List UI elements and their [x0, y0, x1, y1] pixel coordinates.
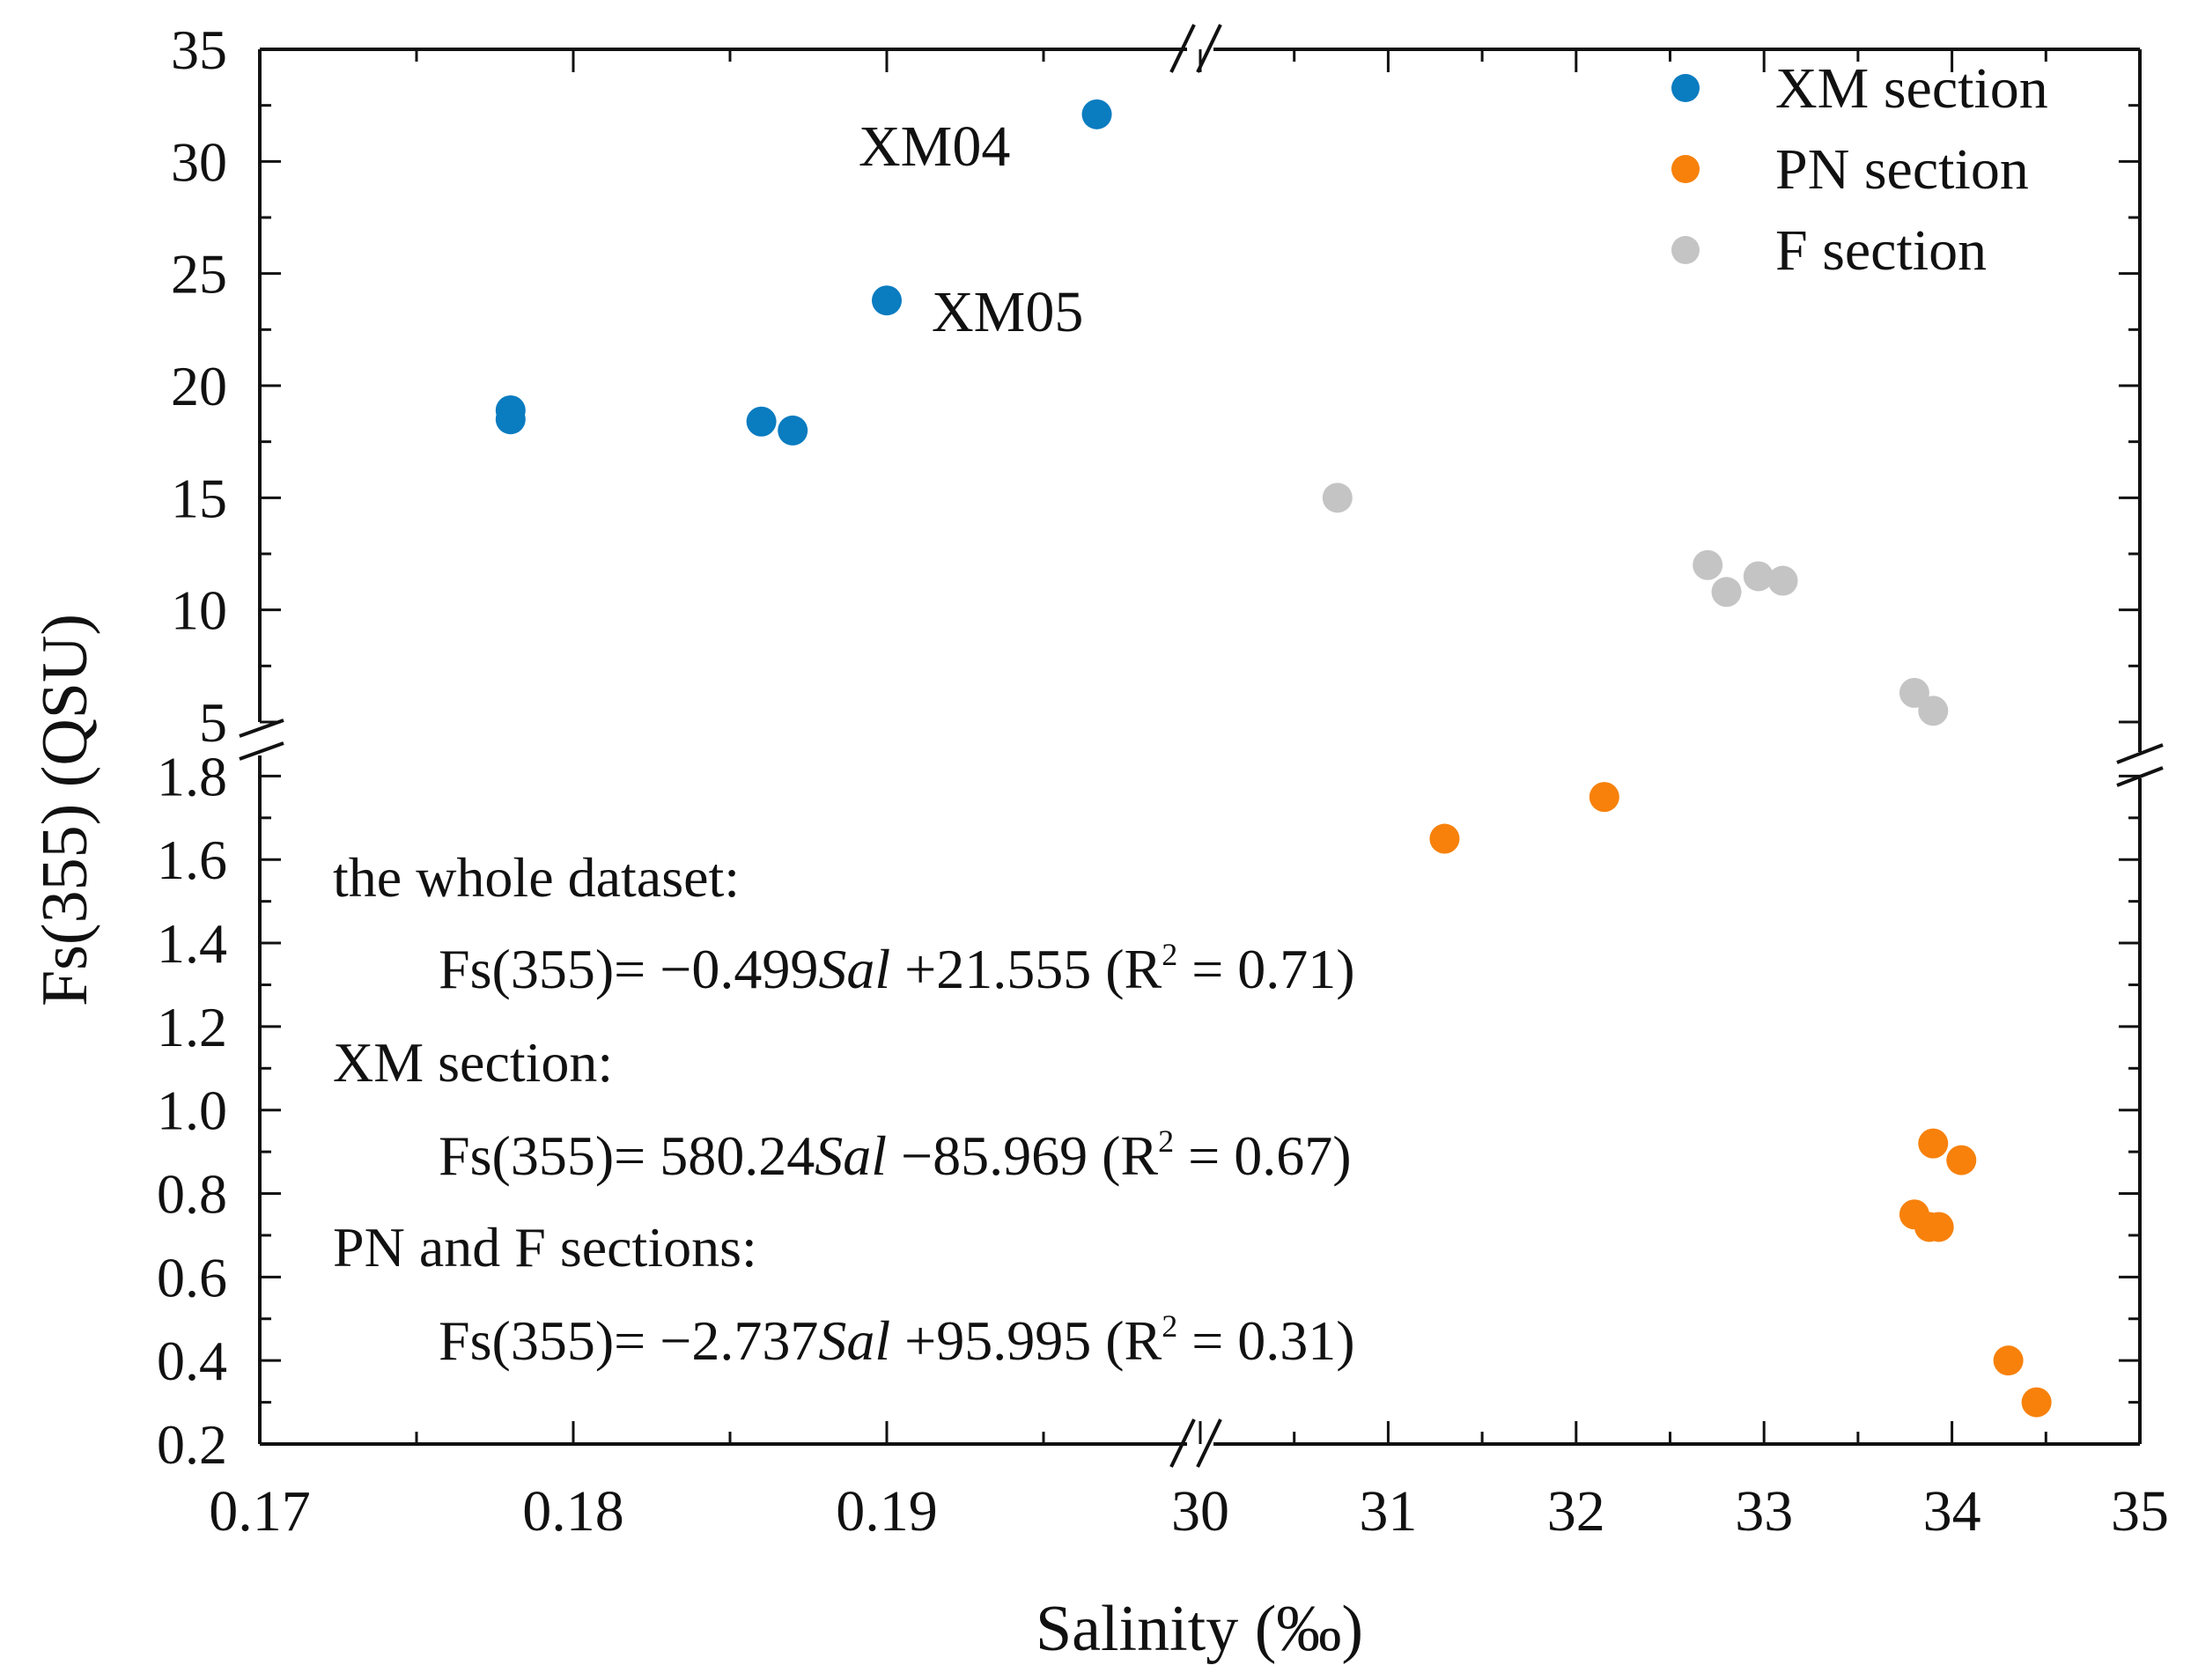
y-tick-label: 20 — [171, 355, 227, 417]
break-mark-right-1 — [2116, 743, 2164, 764]
point-pn-section — [1918, 1128, 1949, 1159]
y-tick-label: 1.2 — [157, 996, 227, 1058]
point-xm-section — [778, 415, 808, 446]
y-tick-label: 0.2 — [157, 1413, 227, 1476]
break-mark-bottom-2 — [1196, 1418, 1222, 1468]
x-axis-label: Salinity (‰) — [1036, 1593, 1363, 1665]
y-tick-label: 25 — [171, 243, 227, 306]
point-xm-section — [1081, 99, 1112, 129]
legend-marker-pn-section — [1671, 155, 1700, 183]
legend: XM section PN section F section — [1671, 56, 2048, 283]
x-tick-label: 0.17 — [209, 1479, 311, 1544]
y-tick-label: 30 — [171, 130, 227, 193]
y-tick-label: 1.0 — [157, 1079, 227, 1142]
axis-ticks — [258, 48, 2142, 1446]
point-pn-section — [1946, 1145, 1977, 1175]
x-tick-label: 34 — [1923, 1479, 1981, 1544]
point-pn-section — [1993, 1345, 2024, 1376]
data-points — [495, 99, 2052, 1418]
eq-xm-rest: −85.969 (R — [887, 1124, 1158, 1187]
x-tick-label: 0.19 — [836, 1479, 938, 1544]
break-mark-top-1 — [1169, 24, 1196, 73]
y-tick-label: 0.8 — [157, 1163, 227, 1226]
eq-pnf-sup: 2 — [1162, 1308, 1177, 1344]
y-tick-label: 1.4 — [157, 912, 227, 975]
eq-whole-var: Sal — [818, 938, 890, 1000]
eq-pnf-var: Sal — [818, 1309, 890, 1372]
point-f-section — [1899, 677, 1929, 708]
x-tick-label: 30 — [1171, 1479, 1229, 1544]
eq-xm-lhs: Fs(355)= — [439, 1124, 660, 1187]
legend-label-xm-section: XM section — [1775, 56, 2048, 121]
eq-xm-sup: 2 — [1158, 1124, 1174, 1159]
regression-equations: the whole dataset: Fs(355)= −0.499Sal +2… — [333, 846, 1355, 1372]
point-f-section — [1322, 483, 1353, 513]
point-pn-section — [2021, 1387, 2052, 1418]
y-tick-label: 1.6 — [157, 829, 227, 891]
point-xm-section — [746, 406, 777, 437]
point-f-section — [1693, 549, 1723, 580]
x-tick-label: 0.18 — [522, 1479, 624, 1544]
eq-xm-var: Sal — [815, 1124, 887, 1187]
eq-xm: Fs(355)= 580.24Sal −85.969 (R2 = 0.67) — [439, 1124, 1352, 1187]
y-tick-label: 0.4 — [157, 1330, 227, 1392]
point-pn-section — [1923, 1212, 1954, 1242]
break-mark-left-2 — [239, 741, 284, 761]
y-axis-label: Fs(355) (QSU) — [29, 614, 101, 1006]
eq-whole-end: = 0.71) — [1177, 938, 1354, 1000]
eq-pnf-title: PN and F sections: — [333, 1216, 757, 1278]
y-tick-label: 5 — [199, 691, 227, 754]
point-f-section — [1743, 561, 1774, 592]
x-tick-label: 33 — [1735, 1479, 1793, 1544]
y-tick-label: 1.8 — [157, 745, 227, 807]
legend-label-f-section: F section — [1775, 218, 1987, 283]
y-tick-label: 10 — [171, 579, 227, 642]
eq-pnf-rest: +95.995 (R — [890, 1309, 1162, 1372]
eq-pnf-coef: −2.737 — [660, 1309, 818, 1372]
point-xm-section — [495, 404, 526, 435]
eq-pnf-end: = 0.31) — [1177, 1309, 1354, 1372]
legend-marker-xm-section — [1671, 74, 1700, 102]
point-pn-section — [1589, 782, 1619, 813]
annotation-xm05: XM05 — [932, 280, 1083, 344]
tick-labels: 0.17 0.18 0.19 30 31 32 33 34 35 5 10 15 20 25 30 35 0.2… — [157, 18, 2169, 1544]
eq-whole: Fs(355)= −0.499Sal +21.555 (R2 = 0.71) — [439, 937, 1355, 1000]
point-f-section — [1918, 696, 1949, 726]
y-tick-label: 35 — [171, 18, 227, 81]
x-tick-label: 32 — [1547, 1479, 1605, 1544]
eq-pnf-lhs: Fs(355)= — [439, 1309, 660, 1372]
eq-pnf: Fs(355)= −2.737Sal +95.995 (R2 = 0.31) — [439, 1308, 1355, 1372]
eq-xm-end: = 0.67) — [1174, 1124, 1351, 1187]
eq-whole-coef: −0.499 — [660, 938, 818, 1000]
x-tick-label: 31 — [1359, 1479, 1417, 1544]
annotation-xm04: XM04 — [859, 114, 1010, 179]
eq-whole-sup: 2 — [1162, 937, 1177, 972]
y-tick-label: 15 — [171, 467, 227, 529]
point-f-section — [1711, 577, 1742, 608]
point-xm-section — [872, 285, 902, 316]
point-pn-section — [1429, 823, 1460, 854]
legend-label-pn-section: PN section — [1775, 137, 2029, 202]
eq-whole-lhs: Fs(355)= — [439, 938, 660, 1000]
eq-whole-title: the whole dataset: — [333, 846, 740, 909]
eq-xm-coef: 580.24 — [660, 1124, 815, 1187]
eq-xm-title: XM section: — [333, 1031, 613, 1094]
y-tick-label: 0.6 — [157, 1246, 227, 1308]
eq-whole-rest: +21.555 (R — [890, 938, 1162, 1000]
point-f-section — [1767, 565, 1798, 596]
break-mark-bottom-1 — [1169, 1418, 1196, 1468]
x-tick-label: 35 — [2111, 1479, 2169, 1544]
legend-marker-f-section — [1671, 236, 1700, 264]
